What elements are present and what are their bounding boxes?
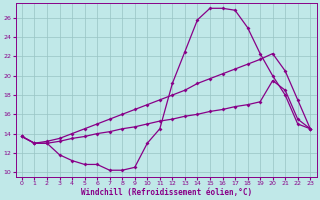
X-axis label: Windchill (Refroidissement éolien,°C): Windchill (Refroidissement éolien,°C) — [81, 188, 252, 197]
